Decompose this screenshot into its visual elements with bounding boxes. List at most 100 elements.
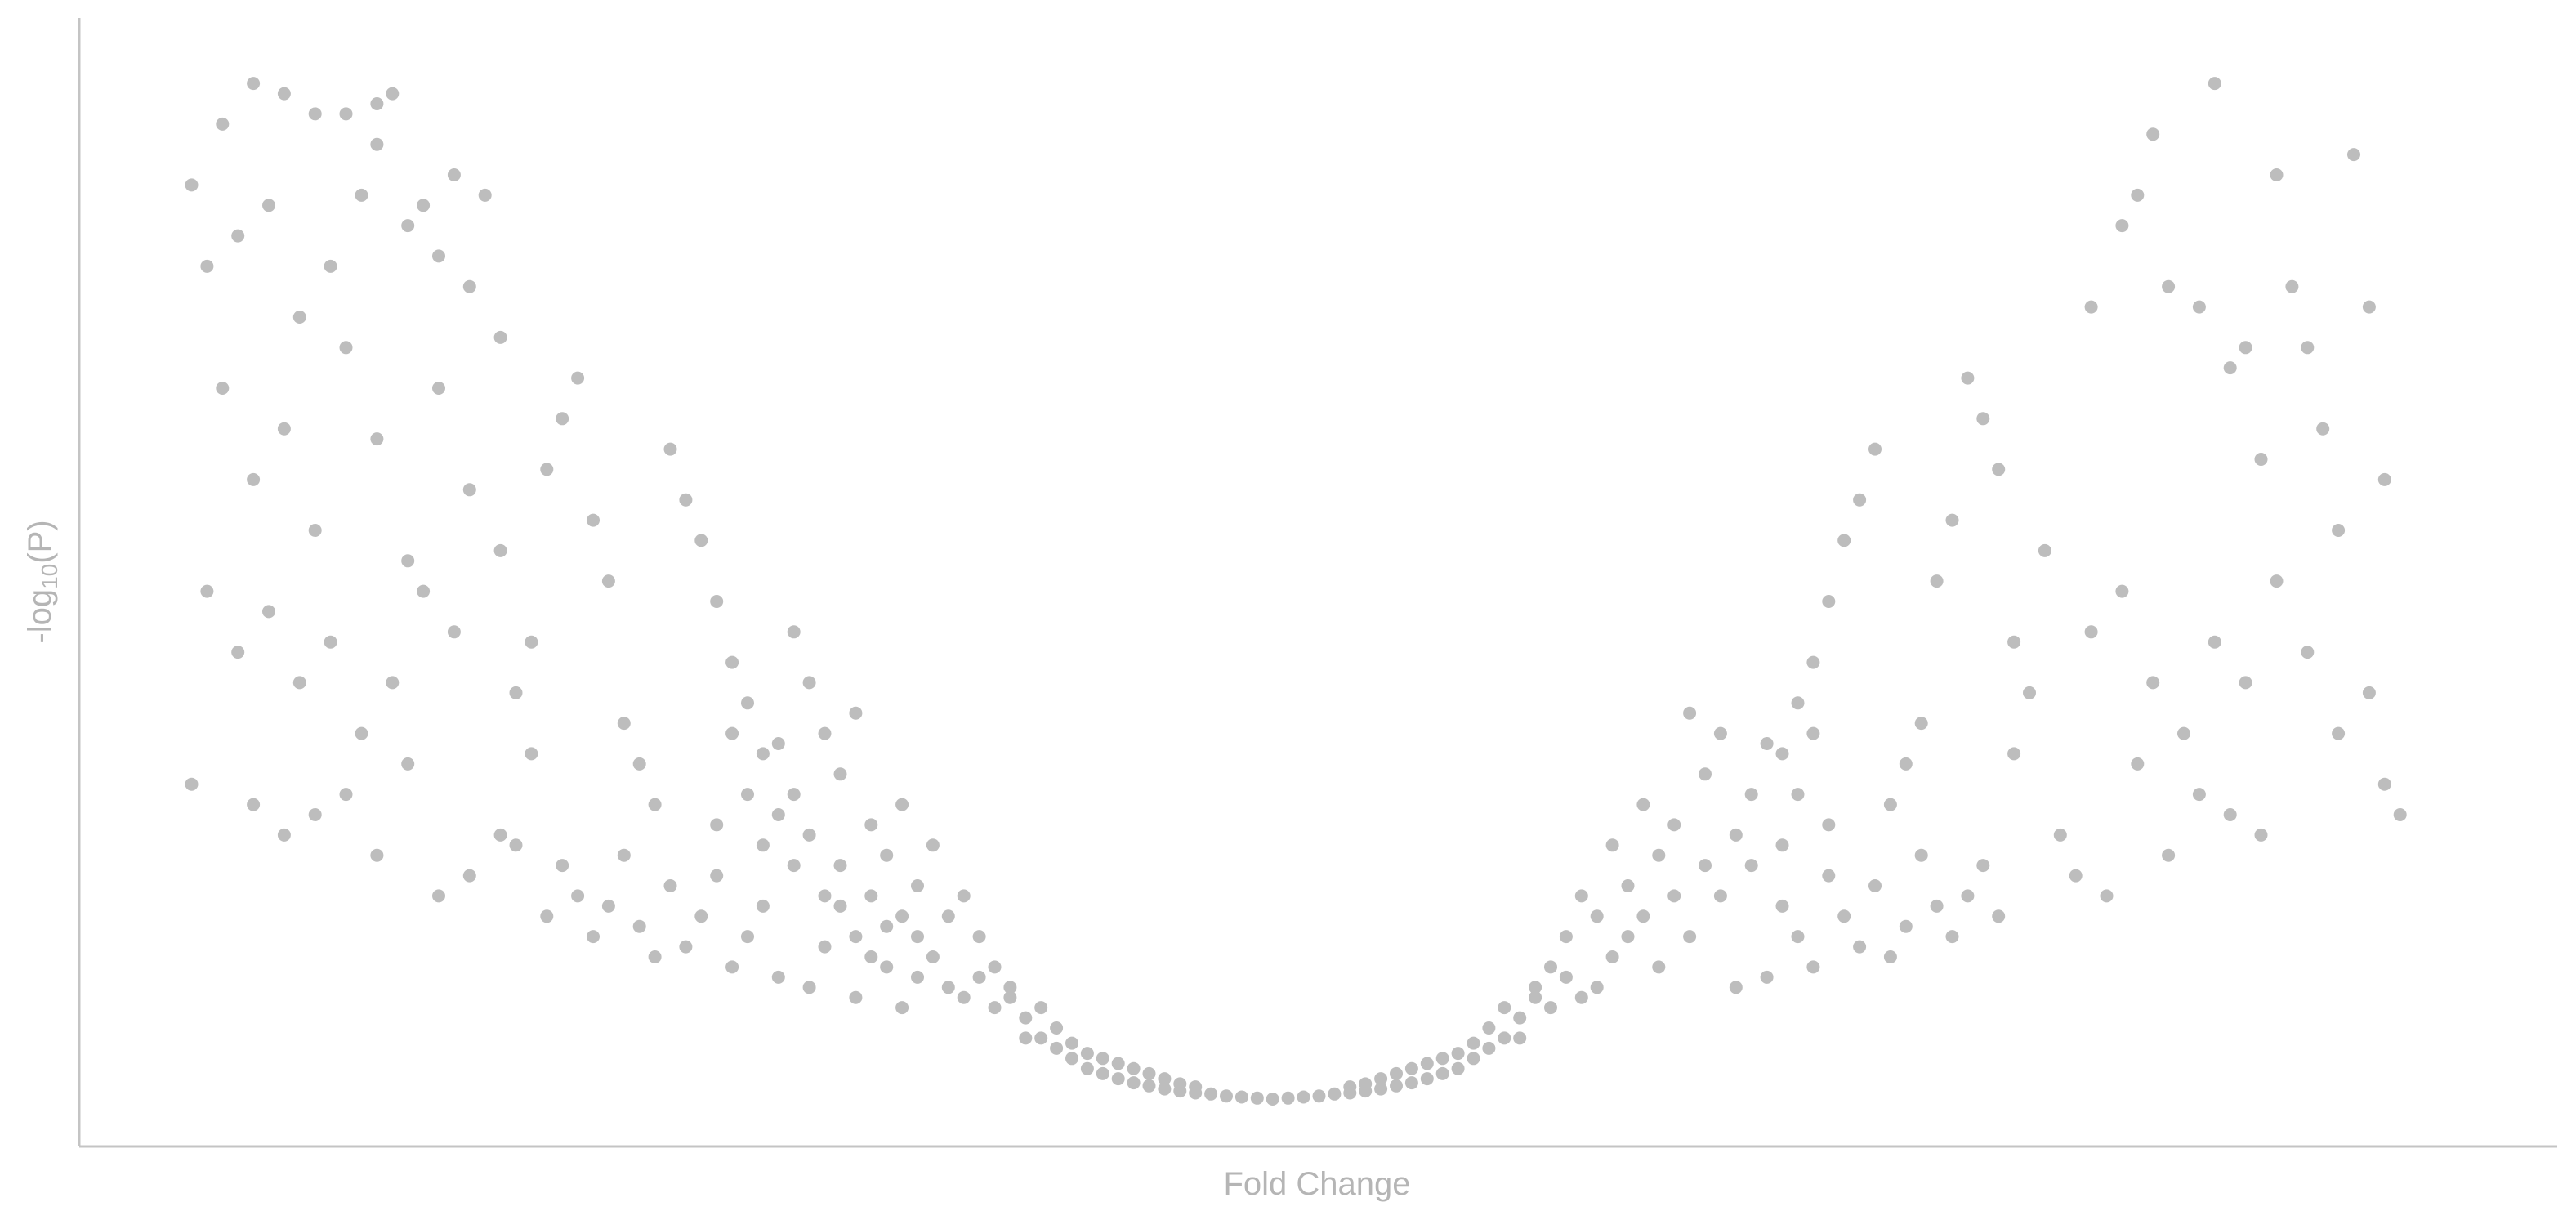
data-point [571, 371, 585, 385]
data-point [771, 970, 785, 984]
data-point [1822, 869, 1836, 883]
data-point [849, 930, 863, 944]
data-point [1806, 655, 1820, 669]
data-point [1343, 1080, 1357, 1094]
data-point [2393, 808, 2407, 821]
data-point [1605, 950, 1619, 963]
data-point [1451, 1061, 1465, 1075]
data-point [1544, 960, 1557, 974]
data-point [2223, 361, 2237, 375]
data-point [2100, 889, 2114, 903]
data-point [1451, 1047, 1465, 1061]
data-point [2362, 686, 2376, 699]
data-point [216, 382, 230, 395]
data-point [787, 625, 801, 639]
data-point [1204, 1087, 1218, 1101]
data-point [185, 777, 199, 791]
data-point [2192, 788, 2206, 802]
data-point [1729, 828, 1743, 842]
data-point [756, 747, 770, 761]
data-point [632, 919, 646, 933]
data-point [895, 1001, 909, 1015]
data-point [1096, 1052, 1109, 1066]
data-point [1467, 1036, 1480, 1050]
data-point [571, 889, 585, 903]
data-point [1930, 899, 1944, 913]
data-point [756, 838, 770, 852]
data-point [1513, 1011, 1527, 1025]
data-point [1019, 1031, 1033, 1045]
data-point [493, 543, 507, 557]
data-point [617, 717, 631, 731]
data-point [818, 726, 832, 740]
data-point [632, 757, 646, 771]
data-point [231, 229, 245, 243]
x-axis-label: Fold Change [1223, 1166, 1410, 1202]
data-point [525, 747, 538, 761]
data-point [1791, 930, 1805, 944]
data-point [355, 188, 368, 202]
data-point [710, 869, 724, 883]
data-point [1853, 940, 1867, 954]
data-point [725, 726, 739, 740]
data-point [1404, 1061, 1418, 1075]
data-point [1899, 919, 1913, 933]
data-point [185, 178, 199, 192]
data-point [2377, 472, 2391, 486]
data-point [1266, 1093, 1279, 1106]
data-point [247, 798, 261, 811]
data-point [540, 463, 554, 476]
data-point [277, 828, 291, 842]
data-point [493, 330, 507, 344]
data-point [833, 899, 847, 913]
data-point [308, 524, 322, 537]
data-point [880, 848, 894, 862]
data-point [771, 737, 785, 750]
data-point [462, 869, 476, 883]
data-point [679, 493, 693, 507]
data-point [401, 554, 415, 568]
data-point [1775, 899, 1789, 913]
data-point [386, 676, 400, 690]
data-point [1791, 788, 1805, 802]
data-point [324, 635, 337, 649]
data-point [972, 930, 986, 944]
data-points [185, 77, 2407, 1106]
data-point [1853, 493, 1867, 507]
data-point [277, 87, 291, 101]
data-point [1297, 1090, 1310, 1104]
data-point [324, 259, 337, 273]
y-axis-label: -log10(P) [22, 520, 62, 643]
data-point [432, 249, 445, 263]
data-point [1158, 1072, 1172, 1086]
data-point [556, 412, 569, 426]
data-point [771, 808, 785, 821]
data-point [1636, 909, 1650, 923]
data-point [1961, 371, 1975, 385]
data-point [462, 279, 476, 293]
data-point [370, 137, 384, 151]
data-point [1605, 838, 1619, 852]
data-point [864, 818, 878, 832]
data-point [1234, 1090, 1248, 1104]
data-point [864, 950, 878, 963]
data-point [1899, 757, 1913, 771]
data-point [802, 981, 816, 994]
data-point [2131, 757, 2145, 771]
data-point [540, 909, 554, 923]
data-point [710, 595, 724, 608]
data-point [1250, 1091, 1264, 1105]
data-point [2285, 279, 2299, 293]
data-point [1683, 930, 1697, 944]
data-point [1883, 798, 1897, 811]
data-point [1992, 909, 2006, 923]
data-point [339, 788, 353, 802]
data-point [1404, 1076, 1418, 1090]
data-point [1390, 1079, 1403, 1093]
data-point [1158, 1082, 1172, 1096]
data-point [1482, 1041, 1496, 1055]
data-point [417, 199, 431, 212]
data-point [2084, 300, 2098, 314]
data-point [1374, 1072, 1388, 1086]
data-point [1127, 1076, 1141, 1090]
